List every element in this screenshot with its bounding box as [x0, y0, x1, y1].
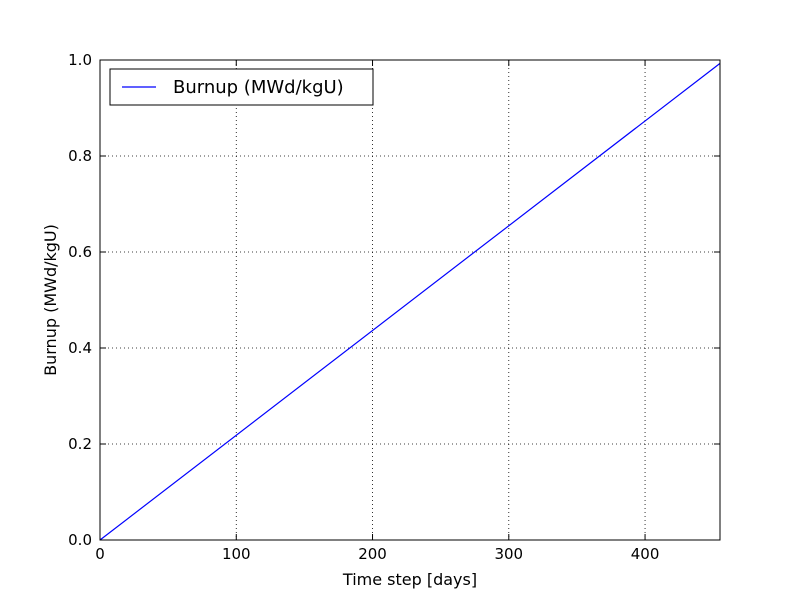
y-axis-label: Burnup (MWd/kgU): [41, 224, 60, 376]
axis-labels: Time step [days] Burnup (MWd/kgU): [41, 224, 477, 589]
legend: Burnup (MWd/kgU): [109, 68, 374, 106]
plot-frame: [99, 59, 721, 541]
legend-label: Burnup (MWd/kgU): [173, 77, 344, 98]
y-tick-label: 0.4: [68, 339, 92, 357]
y-tick-label: 0.8: [68, 147, 92, 165]
x-tick-label: 200: [358, 545, 387, 563]
series-layer: [99, 62, 721, 541]
x-tick-label: 100: [222, 545, 251, 563]
y-tick-label: 0.0: [68, 531, 92, 549]
x-tick-label: 0: [95, 545, 105, 563]
grid: [100, 60, 720, 540]
y-tick-label: 1.0: [68, 51, 92, 69]
series-line-burnup: [99, 62, 721, 541]
x-axis-label: Time step [days]: [342, 570, 477, 589]
y-tick-label: 0.6: [68, 243, 92, 261]
ticks: 0 100 200 300 400 0.0 0.2 0.4 0.6 0.8 1.0: [68, 51, 720, 563]
x-tick-label: 300: [494, 545, 523, 563]
y-tick-label: 0.2: [68, 435, 92, 453]
x-tick-label: 400: [631, 545, 660, 563]
